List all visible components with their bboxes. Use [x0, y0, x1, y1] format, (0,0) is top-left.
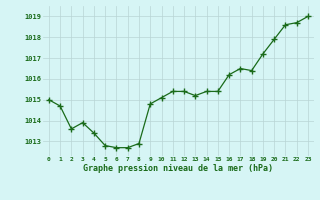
X-axis label: Graphe pression niveau de la mer (hPa): Graphe pression niveau de la mer (hPa)	[84, 164, 273, 173]
